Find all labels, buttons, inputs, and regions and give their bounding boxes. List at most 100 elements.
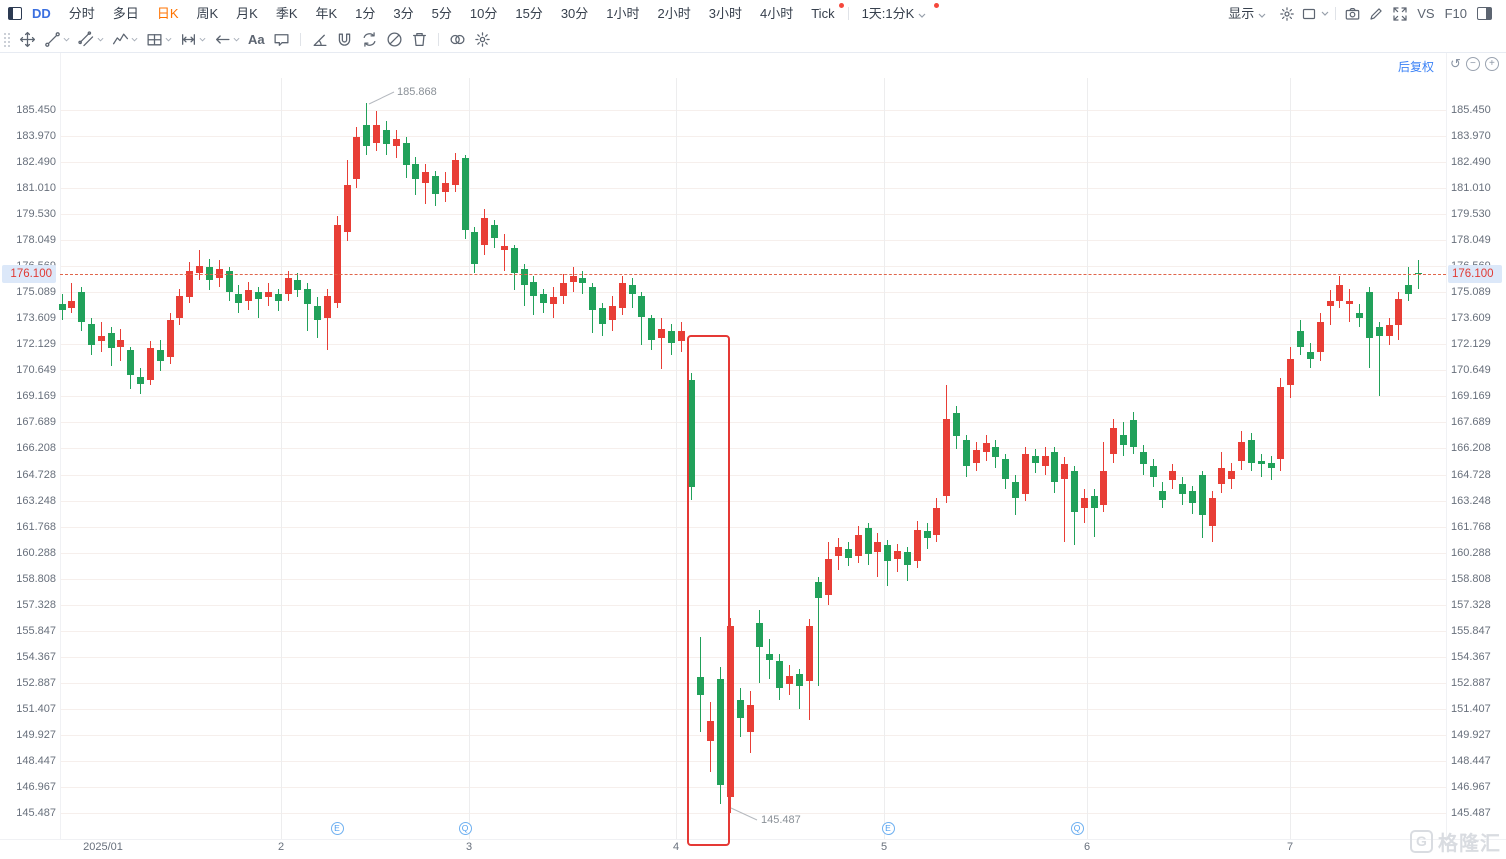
candle	[520, 269, 528, 286]
candle-wick	[71, 283, 73, 314]
settings-gear-icon[interactable]	[1275, 2, 1299, 26]
arrow-tool[interactable]	[210, 27, 244, 53]
display-label: 显示	[1228, 6, 1255, 21]
period-tab-年K[interactable]: 年K	[315, 6, 338, 21]
candle	[854, 534, 862, 556]
x-axis-label: 4	[672, 841, 680, 853]
candle	[825, 559, 833, 595]
reset-zoom-icon[interactable]: ↺	[1450, 56, 1461, 71]
channel-tool[interactable]	[74, 27, 108, 53]
h-gridline	[60, 344, 1446, 346]
hide-drawings-tool[interactable]	[382, 27, 407, 53]
gelonghui-logo-icon: G	[1410, 830, 1433, 853]
display-dropdown[interactable]: 显示	[1219, 0, 1275, 27]
y-axis-label-left: 170.649	[16, 364, 56, 377]
candle-wick	[1093, 489, 1095, 537]
low-price-callout: 145.487	[761, 814, 801, 826]
candle	[412, 163, 420, 180]
candle	[176, 295, 184, 319]
candle	[1080, 497, 1088, 509]
move-tool[interactable]	[15, 27, 40, 53]
f10-info-button[interactable]: F10	[1444, 6, 1467, 21]
candle	[1100, 471, 1108, 505]
candle	[1110, 427, 1118, 454]
period-tab-3小时[interactable]: 3小时	[708, 6, 742, 21]
candle	[599, 307, 607, 324]
text-tool[interactable]: Aa	[248, 32, 265, 47]
candle	[235, 293, 243, 303]
pattern-tool[interactable]	[142, 27, 176, 53]
zoom-out-icon[interactable]: −	[1465, 57, 1480, 71]
period-tab-10分[interactable]: 10分	[469, 6, 498, 21]
angle-tool[interactable]	[307, 27, 332, 53]
y-axis-label-left: 185.450	[16, 104, 56, 116]
candle	[87, 323, 95, 345]
period-tab-1小时[interactable]: 1小时	[606, 6, 640, 21]
candle	[117, 339, 125, 347]
period-tab-分时[interactable]: 分时	[68, 6, 95, 21]
period-tab-5分[interactable]: 5分	[431, 6, 452, 21]
zoom-in-icon[interactable]: +	[1484, 57, 1499, 71]
y-axis-label-left: 178.049	[16, 234, 56, 247]
comment-tool[interactable]	[269, 27, 294, 53]
trendline-tool[interactable]	[40, 27, 74, 53]
candle	[294, 279, 302, 291]
y-axis-label-left: 173.609	[16, 312, 56, 325]
price-adjustment-mode[interactable]: 后复权	[1398, 60, 1435, 74]
period-tab-月K[interactable]: 月K	[236, 6, 258, 21]
left-panel-toggle-icon[interactable]	[8, 7, 22, 20]
screenshot-camera-icon[interactable]	[1340, 2, 1364, 26]
x-axis-label: 7	[1286, 841, 1294, 853]
right-panel-toggle-icon[interactable]	[1472, 2, 1496, 26]
period-tab-1分[interactable]: 1分	[355, 6, 376, 21]
vs-compare-button[interactable]: VS	[1417, 6, 1435, 21]
fullscreen-expand-icon[interactable]	[1388, 2, 1412, 26]
drawing-settings-tool[interactable]	[470, 27, 495, 53]
wave-tool[interactable]	[108, 27, 142, 53]
period-tab-季K[interactable]: 季K	[275, 6, 298, 21]
event-marker-E[interactable]: E	[881, 822, 895, 835]
watermark: G 格隆汇	[1410, 827, 1501, 856]
period-tabs: 分时 多日 日K 周K 月K 季K 年K 1分 3分 5分 10分 15分 30分 1小时 2小时 3小时 4小…	[60, 0, 844, 27]
period-tab-30分[interactable]: 30分	[560, 6, 589, 21]
drawn-rectangle-annotation[interactable]	[687, 335, 730, 846]
candle-wick	[258, 286, 260, 319]
period-tab-2小时[interactable]: 2小时	[657, 6, 691, 21]
candle	[933, 508, 941, 535]
layout-select[interactable]	[1299, 2, 1331, 26]
candle	[1041, 455, 1049, 467]
y-axis-label-right: 183.970	[1451, 130, 1491, 143]
symbol-label[interactable]: DD	[32, 6, 51, 21]
magnet-tool[interactable]	[332, 27, 357, 53]
measure-tool[interactable]	[176, 27, 210, 53]
notification-dot	[934, 3, 940, 8]
candle	[569, 276, 577, 282]
period-tab-15分[interactable]: 15分	[515, 6, 543, 21]
candle	[1375, 327, 1383, 337]
y-axis-label-left: 151.407	[16, 702, 56, 715]
candle	[78, 292, 86, 322]
compare-tool[interactable]	[445, 27, 470, 53]
continuous-drawing-tool[interactable]	[357, 27, 382, 53]
period-tab-4小时[interactable]: 4小时	[759, 6, 794, 21]
period-tab-日K[interactable]: 日K	[156, 6, 179, 21]
event-marker-Q[interactable]: Q	[1070, 822, 1084, 835]
candle	[1395, 299, 1403, 326]
delete-drawings-tool[interactable]	[407, 27, 432, 53]
candle	[992, 446, 1000, 458]
period-tab-多日[interactable]: 多日	[112, 6, 139, 21]
candle	[1218, 467, 1226, 484]
event-marker-E[interactable]: E	[330, 822, 344, 835]
event-marker-Q[interactable]: Q	[458, 822, 472, 835]
candle	[186, 270, 194, 298]
candle	[491, 225, 499, 238]
period-tab-3分[interactable]: 3分	[393, 6, 414, 21]
toolbar-drag-handle[interactable]	[3, 31, 11, 48]
drawing-tools: Aa	[15, 27, 495, 53]
candle	[97, 336, 105, 342]
period-tab-Tick[interactable]: Tick	[802, 0, 844, 27]
period-tab-周K[interactable]: 周K	[196, 6, 219, 21]
custom-period-selector[interactable]: 1天:1分K	[853, 0, 940, 27]
edit-pencil-icon[interactable]	[1364, 2, 1388, 26]
